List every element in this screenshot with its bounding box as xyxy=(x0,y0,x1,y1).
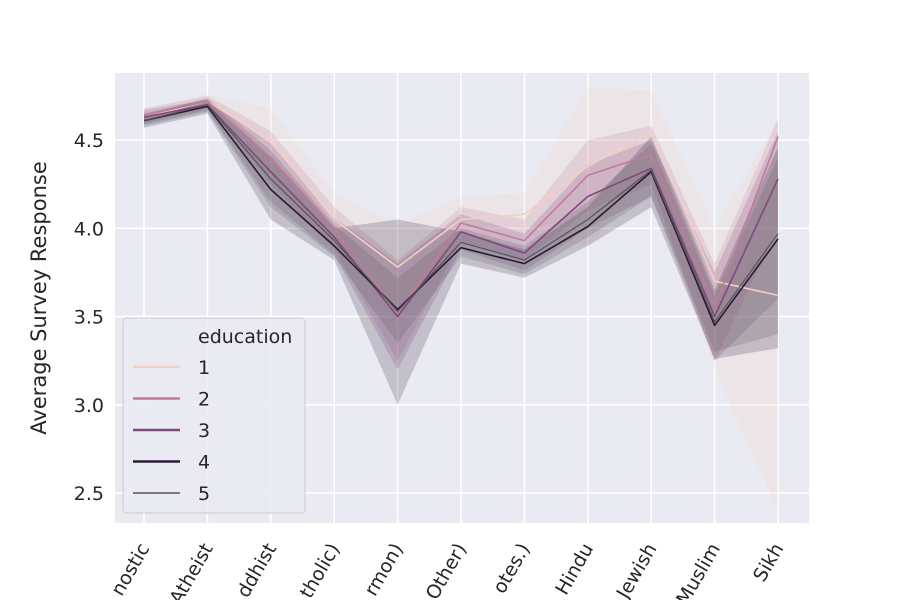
x-tick-label: Muslim xyxy=(672,540,725,600)
x-tick-label: Hindu xyxy=(551,540,598,599)
y-tick-label: 4.5 xyxy=(74,130,104,152)
series-lines xyxy=(143,100,779,327)
series-line-5 xyxy=(143,104,779,323)
x-tick-label: ddhist xyxy=(233,540,281,600)
y-tick-label: 3.5 xyxy=(74,307,104,329)
y-tick-labels: 2.5 3.0 3.5 4.0 4.5 xyxy=(74,130,104,505)
series-line-2 xyxy=(143,100,779,314)
legend-title: education xyxy=(198,326,292,348)
x-tick-label: Jewish xyxy=(612,540,662,600)
confidence-band-5 xyxy=(144,97,778,352)
confidence-band-2 xyxy=(144,95,778,361)
x-tick-label: nostic xyxy=(107,540,154,600)
confidence-band-3 xyxy=(144,99,778,370)
y-tick-label: 4.0 xyxy=(74,218,104,240)
x-tick-labels: nostic Atheist ddhist tholic) rmon) Other) ote… xyxy=(107,540,788,600)
legend-label-4: 4 xyxy=(198,452,210,474)
grid xyxy=(115,73,809,523)
legend-label-3: 3 xyxy=(198,420,210,442)
series-line-3 xyxy=(143,104,779,318)
y-tick-label: 3.0 xyxy=(74,395,104,417)
legend: education 1 2 3 4 5 xyxy=(122,317,306,514)
x-tick-label: rmon) xyxy=(360,540,408,600)
legend-label-2: 2 xyxy=(198,389,210,411)
y-axis-title: Average Survey Response xyxy=(27,161,51,435)
x-tick-label: tholic) xyxy=(296,540,345,600)
series-line-1 xyxy=(143,100,779,297)
legend-label-5: 5 xyxy=(198,483,210,505)
confidence-band-4 xyxy=(144,99,778,405)
x-tick-label: Sikh xyxy=(749,540,788,586)
x-tick-label: otes.) xyxy=(489,540,535,598)
x-tick-label: Atheist xyxy=(165,540,217,600)
y-tick-label: 2.5 xyxy=(74,483,104,505)
series-line-4 xyxy=(143,105,779,327)
legend-label-1: 1 xyxy=(198,357,210,379)
x-tick-label: Other) xyxy=(422,540,472,600)
